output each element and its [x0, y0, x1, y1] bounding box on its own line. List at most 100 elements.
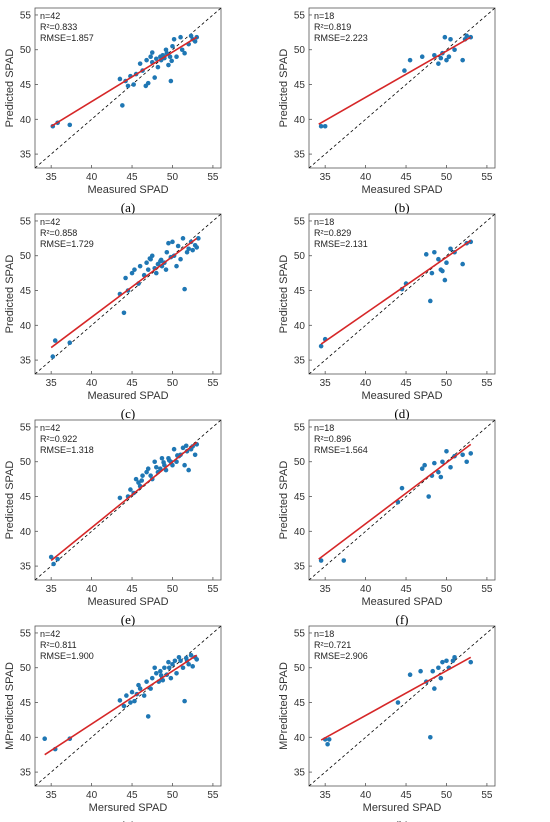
- data-point: [192, 452, 198, 458]
- data-point: [440, 659, 445, 665]
- data-point: [399, 485, 405, 491]
- data-point: [452, 655, 457, 660]
- data-point: [145, 466, 151, 471]
- data-point: [419, 466, 425, 471]
- x-tick-label: 35: [320, 172, 332, 183]
- data-point: [184, 249, 190, 255]
- x-axis-title: Measured SPAD: [361, 596, 442, 608]
- data-point: [158, 673, 164, 678]
- data-point: [132, 267, 137, 272]
- x-axis-title: Mersured SPAD: [89, 802, 168, 814]
- stats-annotation: R²=0.811: [40, 640, 77, 650]
- data-point: [166, 665, 172, 671]
- data-point: [152, 75, 157, 80]
- data-point: [186, 661, 191, 667]
- y-tick-label: 55: [20, 422, 32, 433]
- x-tick-label: 50: [167, 584, 179, 595]
- data-point: [194, 657, 200, 662]
- data-point: [183, 443, 189, 449]
- stats-annotation: n=18: [314, 217, 334, 227]
- x-tick-label: 55: [207, 790, 219, 801]
- y-axis-title: Predicted SPAD: [278, 461, 290, 540]
- data-point: [149, 675, 155, 681]
- data-point: [158, 668, 163, 674]
- data-point: [121, 310, 127, 316]
- data-point: [67, 122, 73, 128]
- data-point: [148, 54, 153, 59]
- y-tick-label: 35: [20, 562, 32, 573]
- data-point: [432, 249, 437, 255]
- y-tick-label: 35: [294, 562, 306, 573]
- data-point: [117, 76, 123, 82]
- data-point: [444, 57, 449, 63]
- x-tick-label: 50: [441, 378, 453, 389]
- data-point: [176, 655, 182, 660]
- y-tick-label: 45: [20, 286, 32, 297]
- y-tick-label: 35: [294, 356, 306, 367]
- data-point: [450, 658, 456, 664]
- data-point: [132, 698, 137, 704]
- data-point: [423, 252, 429, 257]
- stats-annotation: R²=0.829: [314, 228, 351, 238]
- data-point: [188, 652, 194, 658]
- data-point: [154, 270, 159, 276]
- stats-annotation: n=18: [314, 629, 334, 639]
- y-tick-label: 50: [294, 457, 306, 468]
- panel-caption: (a): [121, 200, 135, 215]
- scatter-panel: 35 40 45 50 55 35 40 45 50 55 n=18R²=0.819RMSE=2.2…: [278, 7, 496, 215]
- data-point: [464, 33, 469, 39]
- data-point: [131, 82, 136, 87]
- x-tick-label: 40: [360, 378, 372, 389]
- data-point: [174, 671, 179, 676]
- y-tick-label: 45: [20, 698, 32, 709]
- y-tick-label: 45: [20, 492, 32, 503]
- data-point: [183, 655, 189, 661]
- x-axis-title: Mersured SPAD: [363, 802, 442, 814]
- y-tick-label: 50: [20, 457, 32, 468]
- x-tick-label: 40: [86, 584, 98, 595]
- fit-line: [50, 36, 198, 127]
- data-point: [159, 455, 165, 461]
- data-point: [117, 495, 123, 501]
- y-tick-label: 55: [294, 422, 306, 433]
- y-tick-label: 55: [20, 628, 32, 639]
- data-point: [147, 256, 153, 261]
- identity-line: [309, 8, 495, 168]
- y-tick-label: 40: [294, 527, 306, 538]
- data-point: [460, 261, 465, 267]
- data-point: [190, 664, 195, 669]
- data-point: [51, 561, 56, 567]
- data-point: [117, 698, 123, 703]
- data-point: [154, 671, 159, 676]
- data-point: [152, 459, 157, 465]
- y-axis-title: MPredicted SPAD: [4, 662, 16, 750]
- x-tick-label: 45: [126, 790, 138, 801]
- x-tick-label: 40: [86, 790, 98, 801]
- x-tick-label: 50: [167, 172, 179, 183]
- stats-annotation: RMSE=1.318: [40, 445, 94, 455]
- y-tick-label: 50: [20, 45, 32, 56]
- data-point: [170, 661, 175, 667]
- y-tick-label: 45: [294, 80, 306, 91]
- stats-annotation: R²=0.922: [40, 434, 77, 444]
- data-point: [429, 270, 435, 276]
- data-point: [186, 246, 191, 252]
- data-point: [166, 240, 171, 246]
- data-point: [444, 658, 449, 664]
- data-point: [168, 78, 174, 84]
- x-tick-label: 45: [126, 378, 138, 389]
- data-point: [158, 257, 164, 263]
- data-point: [402, 68, 407, 73]
- data-point: [322, 123, 328, 129]
- data-point: [395, 700, 401, 705]
- data-point: [174, 54, 179, 59]
- data-point: [124, 693, 129, 698]
- data-point: [170, 462, 175, 468]
- x-tick-label: 45: [126, 584, 138, 595]
- data-point: [48, 554, 54, 560]
- stats-annotation: R²=0.721: [314, 640, 351, 650]
- stats-annotation: RMSE=2.131: [314, 239, 368, 249]
- y-tick-label: 35: [20, 150, 32, 161]
- data-point: [152, 665, 157, 671]
- data-point: [180, 665, 186, 671]
